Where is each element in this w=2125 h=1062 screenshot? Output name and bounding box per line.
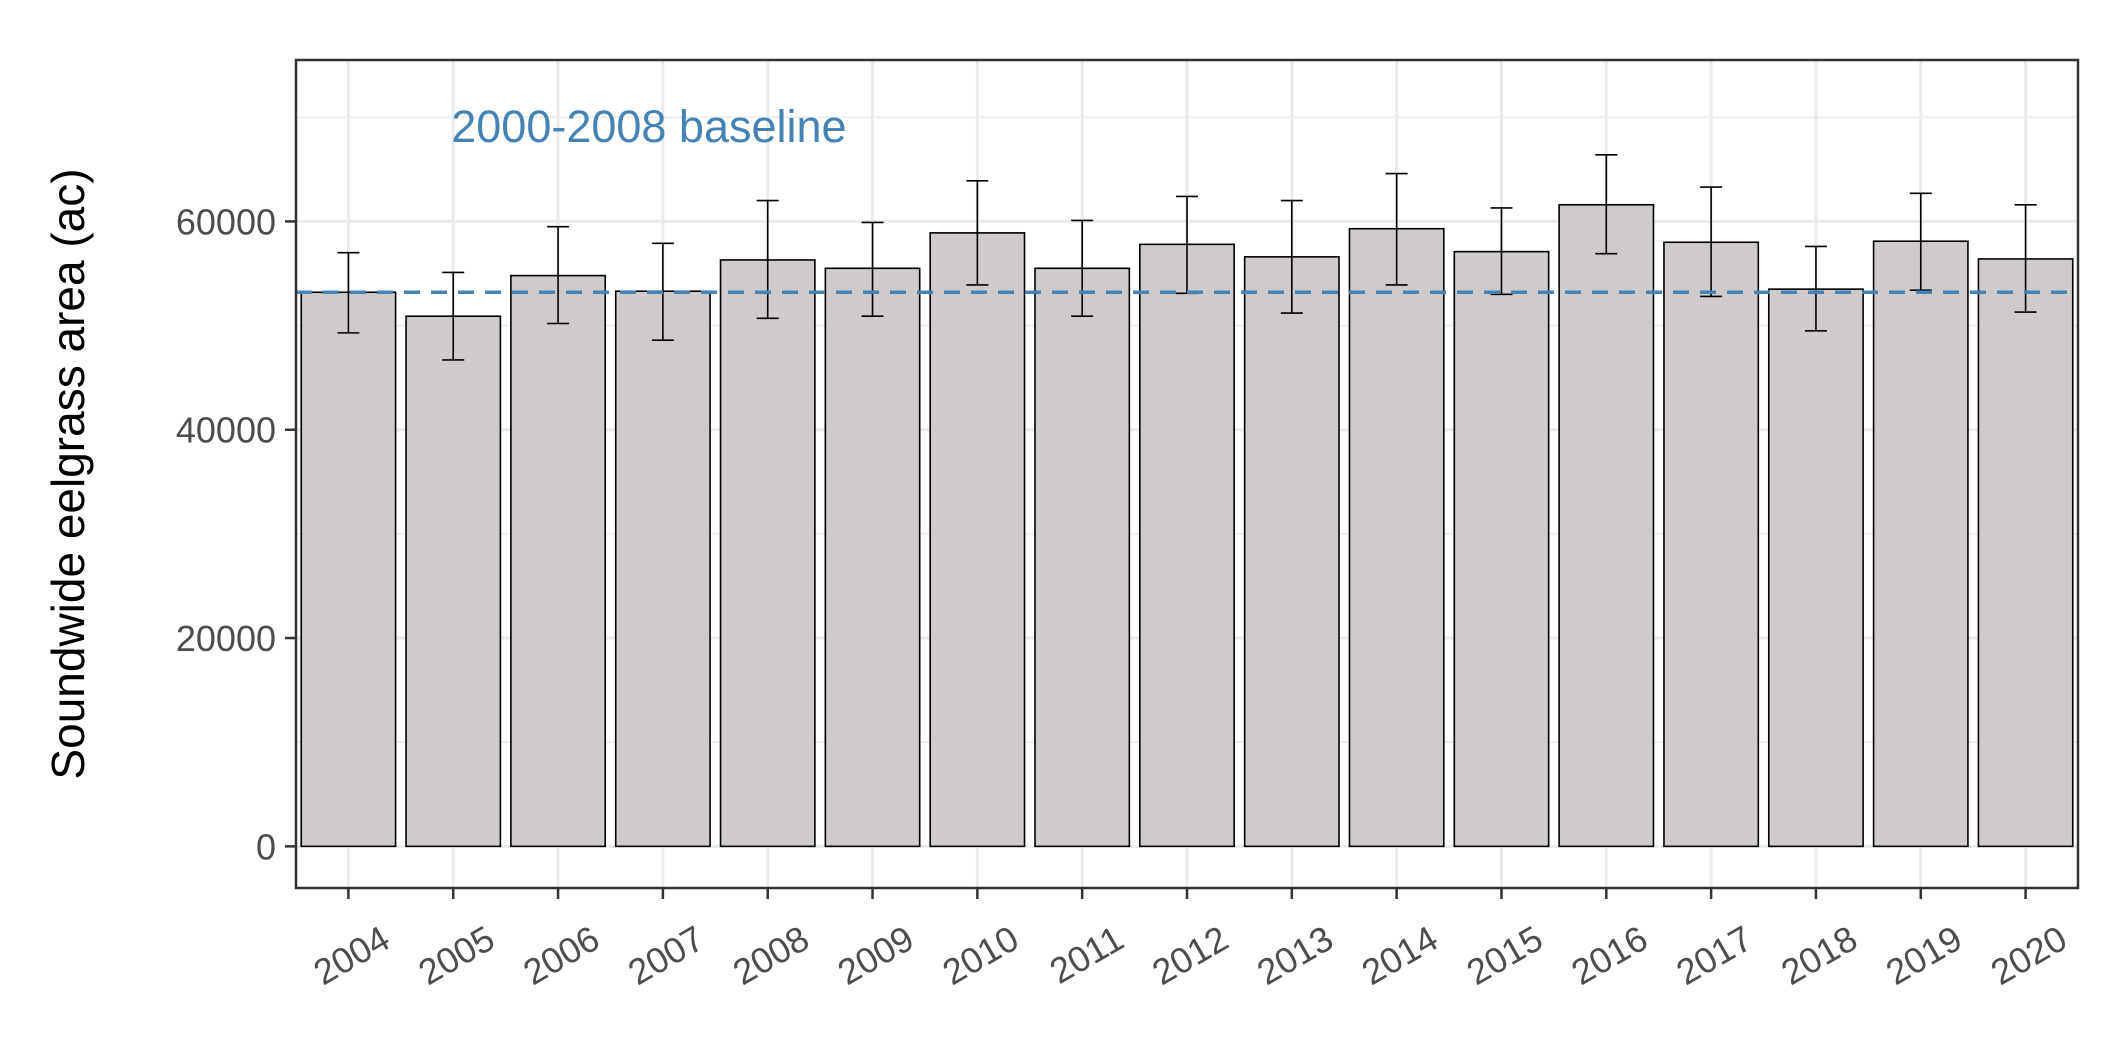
x-tick-label: 2013 — [1250, 917, 1340, 993]
x-tick-label: 2017 — [1669, 917, 1759, 993]
bar-2014 — [1348, 227, 1445, 848]
x-tick-label: 2019 — [1879, 917, 1969, 993]
bars — [300, 203, 2074, 848]
x-tick-label: 2007 — [621, 917, 711, 993]
x-tick-label: 2011 — [1043, 917, 1131, 991]
x-tick-label: 2020 — [1984, 917, 2074, 993]
y-axis-title: Soundwide eelgrass area (ac) — [42, 168, 94, 779]
bar-2020 — [1977, 258, 2074, 848]
bar-2018 — [1767, 288, 1864, 848]
bar-2013 — [1243, 256, 1340, 848]
bar-2009 — [824, 267, 921, 848]
x-tick-label: 2012 — [1145, 917, 1235, 993]
bar-2012 — [1139, 243, 1235, 848]
bar-2010 — [929, 232, 1026, 848]
bar-2017 — [1663, 241, 1760, 848]
bar-2008 — [719, 259, 816, 848]
y-axis-ticks: 0 20000 40000 60000 — [176, 201, 296, 867]
bar-2006 — [510, 274, 607, 848]
y-tick-label: 20000 — [176, 618, 276, 659]
bar-2011 — [1034, 267, 1131, 848]
bar-2015 — [1453, 250, 1550, 848]
x-tick-label: 2008 — [726, 917, 816, 993]
baseline-label: 2000-2008 baseline — [451, 101, 846, 152]
x-tick-label: 2009 — [831, 917, 921, 993]
y-tick-label: 60000 — [176, 201, 276, 242]
x-tick-label: 2016 — [1564, 917, 1654, 993]
x-tick-label: 2005 — [411, 917, 501, 993]
x-tick-label: 2006 — [516, 917, 606, 993]
x-axis-ticks: 2004 2005 2006 2007 2008 2009 2010 2011 2012 2013… — [307, 888, 2074, 993]
bar-2004 — [300, 291, 397, 848]
x-tick-label: 2004 — [307, 917, 397, 993]
bar-2019 — [1872, 240, 1969, 848]
bar-2007 — [614, 290, 711, 848]
bar-2005 — [405, 315, 502, 848]
y-tick-label: 40000 — [176, 410, 276, 451]
x-tick-label: 2015 — [1460, 917, 1550, 993]
x-tick-label: 2014 — [1355, 917, 1445, 993]
bar-2016 — [1558, 203, 1655, 848]
x-tick-label: 2018 — [1774, 917, 1864, 993]
error-bars — [337, 153, 2037, 361]
y-tick-label: 0 — [256, 826, 276, 867]
x-tick-label: 2010 — [935, 917, 1025, 993]
